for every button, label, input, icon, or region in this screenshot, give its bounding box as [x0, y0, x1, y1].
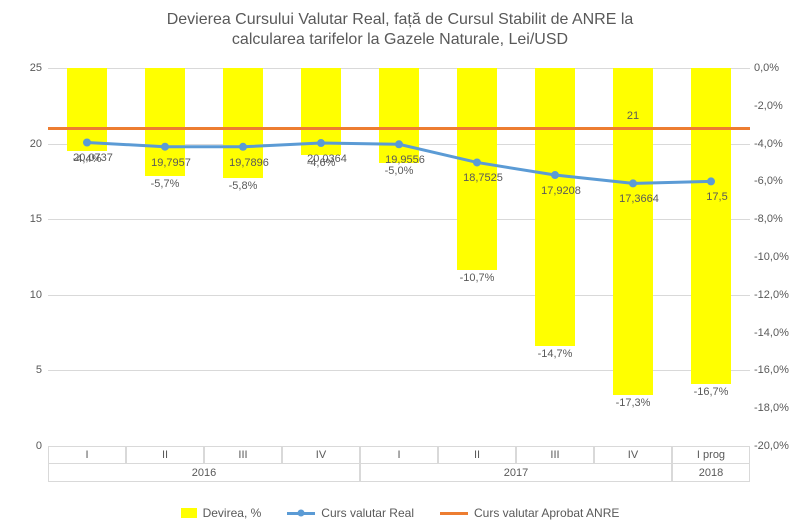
x-category: I prog	[672, 446, 750, 464]
y-right-tick: -4,0%	[754, 138, 794, 150]
legend: Devirea, % Curs valutar Real Curs valuta…	[0, 506, 800, 520]
x-category: III	[204, 446, 282, 464]
plot-area: 05101520250,0%-2,0%-4,0%-6,0%-8,0%-10,0%…	[48, 68, 750, 446]
x-category: I	[48, 446, 126, 464]
x-category: II	[438, 446, 516, 464]
y-left-tick: 5	[12, 364, 42, 376]
y-right-tick: -18,0%	[754, 402, 794, 414]
y-left-tick: 25	[12, 62, 42, 74]
x-year-group: 2016	[48, 464, 360, 482]
legend-item-anre: Curs valutar Aprobat ANRE	[440, 506, 619, 520]
y-right-tick: -8,0%	[754, 213, 794, 225]
legend-label-anre: Curs valutar Aprobat ANRE	[474, 506, 619, 520]
y-left-tick: 20	[12, 138, 42, 150]
y-right-tick: 0,0%	[754, 62, 794, 74]
y-right-tick: -2,0%	[754, 100, 794, 112]
y-right-tick: -20,0%	[754, 440, 794, 452]
x-category: III	[516, 446, 594, 464]
y-left-tick: 15	[12, 213, 42, 225]
y-right-tick: -12,0%	[754, 289, 794, 301]
y-right-tick: -10,0%	[754, 251, 794, 263]
chart-title: Devierea Cursului Valutar Real, față de …	[0, 0, 800, 54]
x-category: I	[360, 446, 438, 464]
title-line-1: Devierea Cursului Valutar Real, față de …	[167, 11, 634, 28]
y-right-tick: -16,0%	[754, 364, 794, 376]
legend-item-curs-real: Curs valutar Real	[287, 506, 414, 520]
y-left-tick: 10	[12, 289, 42, 301]
x-year-group: 2017	[360, 464, 672, 482]
legend-label-devirea: Devirea, %	[203, 506, 262, 520]
legend-swatch-line-real	[287, 512, 315, 515]
x-category: II	[126, 446, 204, 464]
x-category: IV	[594, 446, 672, 464]
legend-swatch-bar	[181, 508, 197, 518]
legend-label-curs-real: Curs valutar Real	[321, 506, 414, 520]
title-line-2: calcularea tarifelor la Gazele Naturale,…	[232, 31, 568, 48]
x-year-group: 2018	[672, 464, 750, 482]
x-category: IV	[282, 446, 360, 464]
y-right-tick: -6,0%	[754, 175, 794, 187]
curs-real-line	[87, 142, 711, 183]
legend-item-devirea: Devirea, %	[181, 506, 262, 520]
y-right-tick: -14,0%	[754, 327, 794, 339]
legend-swatch-line-anre	[440, 512, 468, 515]
y-left-tick: 0	[12, 440, 42, 452]
